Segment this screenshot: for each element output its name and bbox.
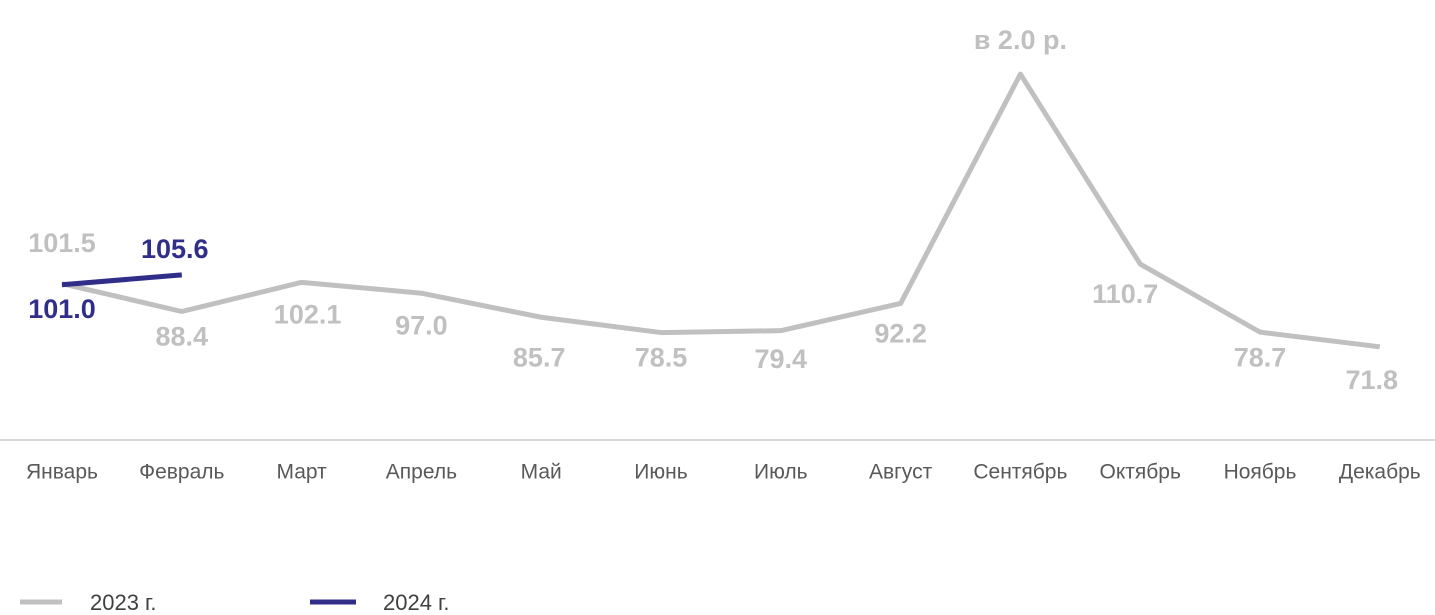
data-label: 101.0 [28,294,96,324]
data-label: 79.4 [755,344,808,374]
x-tick-label: Май [521,461,562,484]
data-label: 97.0 [395,310,448,340]
x-tick-label: Февраль [139,461,224,484]
data-label: 102.1 [274,299,342,329]
x-tick-label: Октябрь [1099,461,1180,484]
data-label: в 2.0 р. [974,25,1067,55]
x-tick-label: Июнь [634,461,687,484]
x-tick-label: Январь [26,461,98,484]
x-tick-label: Декабрь [1339,461,1421,484]
x-tick-label: Апрель [386,461,457,484]
data-label: 110.7 [1092,279,1158,309]
data-label: 92.2 [874,319,927,349]
data-label: 101.5 [28,228,96,258]
series-line [61,272,183,288]
data-label: 88.4 [156,322,209,352]
data-label: 78.5 [635,343,688,373]
x-tick-label: Март [276,461,327,484]
data-label: 85.7 [513,342,566,372]
data-label: 71.8 [1346,365,1399,395]
legend-label: 2023 г. [90,590,157,615]
data-label: 78.7 [1234,342,1287,372]
data-label: 105.6 [141,234,209,264]
x-tick-label: Ноябрь [1224,461,1297,484]
x-tick-label: Июль [754,461,808,484]
x-tick-label: Август [869,461,933,484]
series-line [61,71,1381,350]
legend-label: 2024 г. [383,590,450,615]
x-tick-label: Сентябрь [973,461,1067,484]
